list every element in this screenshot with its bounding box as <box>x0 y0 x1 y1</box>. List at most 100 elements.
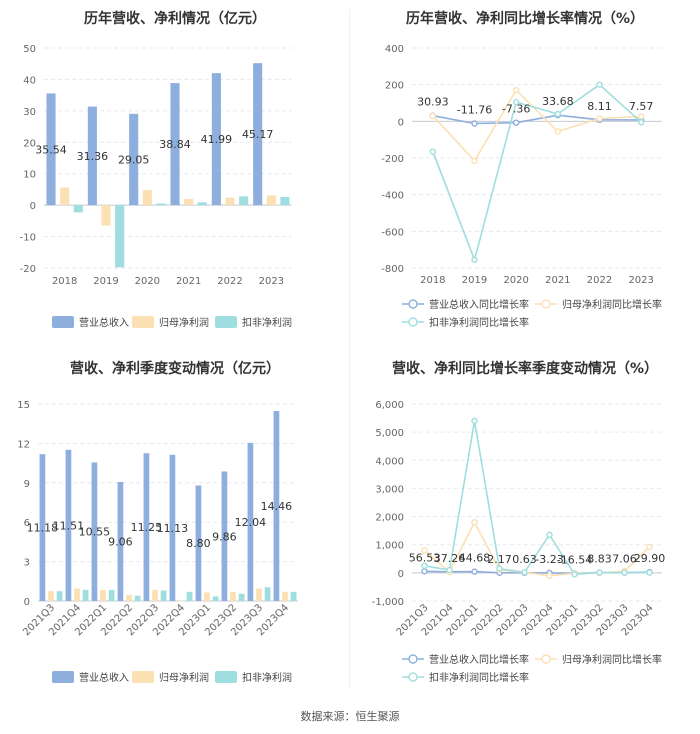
chart-title: 历年营收、净利情况（亿元） <box>84 10 266 27</box>
bar-revenue <box>117 482 124 601</box>
data-point <box>646 543 653 551</box>
legend-marker[interactable] <box>408 654 418 664</box>
chart-svg: 历年营收、净利情况（亿元） -20 -10 0 10 20 30 40 50 2018 2019 20… <box>20 10 292 329</box>
x-tick-label: 2022 <box>217 276 242 287</box>
x-tick-label: 2021 <box>176 276 201 287</box>
legend-label[interactable]: 归母净利润同比增长率 <box>562 653 662 666</box>
chart-title: 历年营收、净利同比增长率情况（%） <box>406 10 644 27</box>
bar-revenue <box>221 471 228 601</box>
y-tick-label: 30 <box>23 107 36 118</box>
bar-deducted <box>156 203 166 206</box>
y-tick-label: 4,000 <box>375 456 404 467</box>
data-label: 29.05 <box>118 153 150 166</box>
data-label: 11.25 <box>131 521 163 534</box>
chart-svg: 营收、净利季度变动情况（亿元）036912152021Q32021Q42022Q… <box>17 360 298 684</box>
data-label: 38.84 <box>159 138 191 151</box>
quarterly-revenue-profit-chart: 营收、净利季度变动情况（亿元） 0 3 6 9 12 15 2021Q3 2021Q4 2022Q… <box>0 352 350 704</box>
data-point <box>546 572 553 579</box>
legend-label[interactable]: 扣非净利润 <box>242 316 292 329</box>
data-label: -3.23 <box>535 553 563 566</box>
data-label: 8.11 <box>587 100 612 113</box>
data-label: 7.06 <box>612 553 637 566</box>
bar-deducted <box>108 589 115 601</box>
bar-netprofit <box>126 595 132 601</box>
data-label: 12.04 <box>235 516 267 529</box>
legend-label[interactable]: 营业总收入 <box>79 671 129 684</box>
bar-deducted <box>290 591 297 601</box>
data-point <box>496 565 503 572</box>
x-tick-label: 2019 <box>462 275 487 286</box>
bar-netprofit <box>178 601 184 602</box>
legend-label[interactable]: 扣非净利润同比增长率 <box>429 316 529 329</box>
annual-growth-rate-chart: 历年营收、净利同比增长率情况（%） -800 -600 -400 -200 0 200 400… <box>350 0 700 352</box>
y-tick-label: 0 <box>398 117 404 128</box>
data-point <box>621 569 628 576</box>
data-point <box>554 110 562 118</box>
legend-swatch[interactable] <box>52 316 74 328</box>
y-tick-label: 15 <box>17 400 30 411</box>
y-tick-label: -200 <box>381 154 404 165</box>
x-tick-label: 2020 <box>503 275 528 286</box>
y-tick-label: 40 <box>23 75 36 86</box>
x-tick-label: 2021 <box>545 275 570 286</box>
bar-revenue <box>143 453 150 601</box>
legend-marker[interactable] <box>541 299 551 309</box>
data-label: 7.57 <box>629 100 654 113</box>
data-label: 0.63 <box>512 553 537 566</box>
legend-label[interactable]: 扣非净利润同比增长率 <box>429 671 529 684</box>
bar-deducted <box>56 591 63 601</box>
y-tick-label: 12 <box>17 439 30 450</box>
legend-label[interactable]: 扣非净利润 <box>242 671 292 684</box>
data-label: 41.99 <box>201 133 233 146</box>
data-label: 9.06 <box>108 536 133 549</box>
data-point <box>446 566 453 574</box>
data-point <box>471 256 478 263</box>
legend-label[interactable]: 归母净利润 <box>159 671 209 684</box>
y-tick-label: 3 <box>24 558 30 569</box>
data-point <box>637 113 645 120</box>
data-label: 37.26 <box>434 552 466 565</box>
legend-marker[interactable] <box>408 672 418 682</box>
data-point <box>421 547 428 554</box>
bar-deducted <box>280 196 290 206</box>
bar-deducted <box>115 205 125 268</box>
data-point <box>429 148 437 155</box>
data-point <box>471 120 478 127</box>
data-point <box>421 568 428 575</box>
data-point <box>646 569 653 576</box>
bar-netprofit <box>225 197 235 206</box>
legend-label[interactable]: 归母净利润同比增长率 <box>562 298 662 311</box>
legend-marker[interactable] <box>541 654 551 664</box>
bar-revenue <box>39 454 46 601</box>
y-tick-label: -20 <box>20 264 36 275</box>
legend-swatch[interactable] <box>215 671 237 683</box>
chart-title: 营收、净利同比增长率季度变动情况（%） <box>392 360 658 377</box>
y-tick-label: 1,000 <box>375 541 404 552</box>
legend-swatch[interactable] <box>132 671 154 683</box>
bar-deducted <box>212 596 219 601</box>
bar-deducted <box>264 587 271 601</box>
bar-revenue <box>91 462 98 601</box>
legend-label[interactable]: 营业总收入同比增长率 <box>429 653 529 666</box>
legend-marker[interactable] <box>408 317 418 327</box>
bar-netprofit <box>101 205 111 226</box>
bar-deducted <box>73 205 83 213</box>
legend-swatch[interactable] <box>132 316 154 328</box>
legend-label[interactable]: 营业总收入同比增长率 <box>429 298 529 311</box>
data-point <box>596 569 603 576</box>
legend-swatch[interactable] <box>52 671 74 683</box>
bar-netprofit <box>184 198 194 206</box>
series-line-netprofit-growth <box>432 88 642 163</box>
y-tick-label: 0 <box>30 201 36 212</box>
bar-revenue <box>169 454 176 601</box>
legend-label[interactable]: 营业总收入 <box>79 316 129 329</box>
legend-label[interactable]: 归母净利润 <box>159 316 209 329</box>
legend-marker[interactable] <box>408 299 418 309</box>
bar-revenue <box>273 411 280 601</box>
data-point <box>512 119 520 126</box>
data-label: 14.46 <box>261 500 293 513</box>
y-tick-label: 200 <box>385 81 404 92</box>
legend-swatch[interactable] <box>215 316 237 328</box>
bar-netprofit <box>230 591 236 601</box>
data-label: 31.36 <box>77 150 109 163</box>
